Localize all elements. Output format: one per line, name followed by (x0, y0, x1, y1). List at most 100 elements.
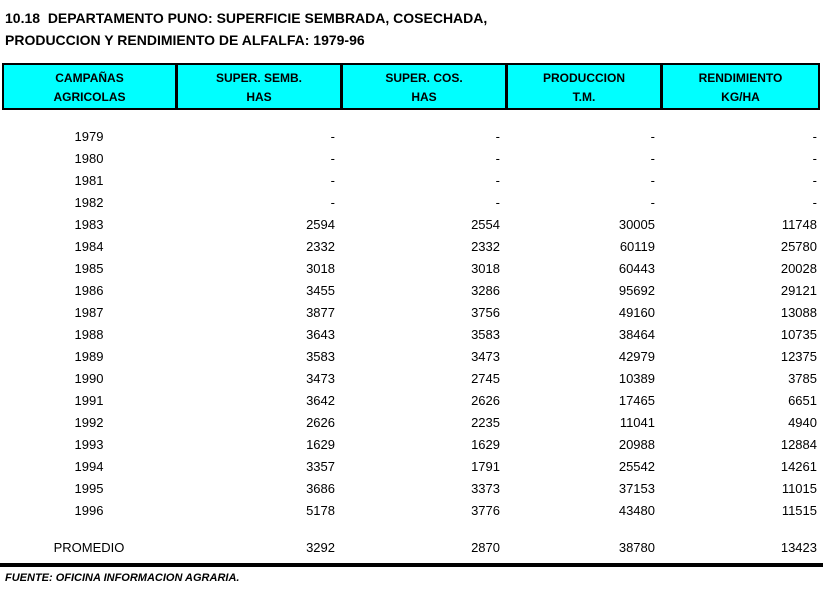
column-header-line: SUPER. SEMB. (215, 71, 302, 85)
title-line-1: 10.18 DEPARTAMENTO PUNO: SUPERFICIE SEMB… (5, 10, 488, 26)
super-semb-cell: 3877 (306, 305, 335, 320)
column-header-line: T.M. (572, 90, 596, 104)
produccion-cell: - (650, 129, 655, 144)
super-semb-cell: 2332 (306, 239, 335, 254)
column-header-line: RENDIMIENTO (698, 71, 783, 85)
table-row: 1996 5178 3776 43480 11515 (2, 500, 820, 522)
super-cos-cell: 1629 (471, 437, 500, 452)
super-semb-cell: 2594 (306, 217, 335, 232)
super-semb-cell: - (330, 195, 335, 210)
table-row: 1988 3643 3583 38464 10735 (2, 324, 820, 346)
super-cos-cell: 2235 (471, 415, 500, 430)
super-cos-cell: - (495, 129, 500, 144)
produccion-cell: 20988 (618, 437, 655, 452)
rendimiento-cell: 10735 (780, 327, 817, 342)
super-semb-cell: 3642 (306, 393, 335, 408)
rendimiento-cell: 20028 (780, 261, 817, 276)
summary-super-semb: 3292 (306, 540, 335, 555)
table-row: 1995 3686 3373 37153 11015 (2, 478, 820, 500)
super-cos-cell: 3473 (471, 349, 500, 364)
year-cell: 1985 (74, 261, 104, 276)
year-cell: 1981 (74, 173, 104, 188)
super-semb-cell: 3455 (306, 283, 335, 298)
table-row: 1980 - - - - (2, 148, 820, 170)
year-cell: 1991 (74, 393, 104, 408)
super-cos-cell: 3018 (471, 261, 500, 276)
table-row: 1989 3583 3473 42979 12375 (2, 346, 820, 368)
summary-super-cos: 2870 (471, 540, 500, 555)
table-row: 1990 3473 2745 10389 3785 (2, 368, 820, 390)
produccion-cell: - (650, 151, 655, 166)
summary-produccion: 38780 (618, 540, 655, 555)
page-title: 10.18 DEPARTAMENTO PUNO: SUPERFICIE SEMB… (5, 7, 823, 51)
year-cell: 1983 (74, 217, 104, 232)
source-note: FUENTE: OFICINA INFORMACION AGRARIA. (5, 572, 240, 584)
table-row: 1986 3455 3286 95692 29121 (2, 280, 820, 302)
super-cos-cell: - (495, 195, 500, 210)
column-header-line: HAS (246, 90, 272, 104)
column-header-line: CAMPAÑAS (55, 71, 124, 85)
rendimiento-cell: 11015 (781, 481, 817, 496)
super-semb-cell: 3686 (306, 481, 335, 496)
super-semb-cell: 2626 (306, 415, 335, 430)
produccion-cell: 17465 (618, 393, 655, 408)
table-row: 1984 2332 2332 60119 25780 (2, 236, 820, 258)
produccion-cell: 60119 (619, 239, 655, 254)
table-body: 1979 - - - - 1980 - - - - 1981 - - - - 1982 - - - - 1983 2594… (0, 126, 823, 522)
super-semb-cell: 3643 (306, 327, 335, 342)
year-cell: 1987 (74, 305, 104, 320)
super-semb-cell: 3583 (306, 349, 335, 364)
rendimiento-cell: 11515 (781, 503, 817, 518)
table-row: 1987 3877 3756 49160 13088 (2, 302, 820, 324)
table-row: 1994 3357 1791 25542 14261 (2, 456, 820, 478)
rendimiento-cell: - (812, 129, 817, 144)
year-cell: 1989 (74, 349, 104, 364)
statistical-table-page: 10.18 DEPARTAMENTO PUNO: SUPERFICIE SEMB… (0, 7, 823, 598)
rendimiento-cell: 12884 (780, 437, 817, 452)
super-semb-cell: 3357 (306, 459, 335, 474)
super-cos-cell: 3373 (471, 481, 500, 496)
column-header-rendimiento: RENDIMIENTO KG/HA (663, 65, 818, 108)
super-semb-cell: - (330, 129, 335, 144)
year-cell: 1994 (74, 459, 104, 474)
table-row: 1983 2594 2554 30005 11748 (2, 214, 820, 236)
year-cell: 1986 (74, 283, 104, 298)
super-semb-cell: 5178 (306, 503, 335, 518)
year-cell: 1992 (74, 415, 104, 430)
table-row: 1982 - - - - (2, 192, 820, 214)
year-cell: 1988 (74, 327, 104, 342)
rendimiento-cell: 12375 (780, 349, 817, 364)
column-header-line: KG/HA (721, 90, 760, 104)
title-line-2: PRODUCCION Y RENDIMIENTO DE ALFALFA: 197… (5, 32, 365, 48)
column-header-line: SUPER. COS. (385, 71, 463, 85)
super-cos-cell: 1791 (471, 459, 500, 474)
table-header: CAMPAÑAS AGRICOLAS SUPER. SEMB. HAS SUPE… (2, 63, 820, 110)
column-header-super-semb: SUPER. SEMB. HAS (178, 65, 343, 108)
super-semb-cell: 1629 (306, 437, 335, 452)
produccion-cell: 30005 (618, 217, 655, 232)
produccion-cell: - (650, 173, 655, 188)
super-semb-cell: - (330, 173, 335, 188)
produccion-cell: 60443 (618, 261, 655, 276)
summary-label: PROMEDIO (53, 540, 125, 555)
column-header-line: HAS (411, 90, 437, 104)
year-cell: 1980 (74, 151, 104, 166)
year-cell: 1995 (74, 481, 104, 496)
super-cos-cell: - (495, 151, 500, 166)
produccion-cell: 49160 (618, 305, 655, 320)
year-cell: 1990 (74, 371, 104, 386)
super-cos-cell: 2554 (471, 217, 500, 232)
rendimiento-cell: - (812, 195, 817, 210)
table-row: 1992 2626 2235 11041 4940 (2, 412, 820, 434)
column-header-campanas-agricolas: CAMPAÑAS AGRICOLAS (4, 65, 178, 108)
super-cos-cell: 3756 (471, 305, 500, 320)
super-cos-cell: - (495, 173, 500, 188)
produccion-cell: 37153 (618, 481, 655, 496)
produccion-cell: 43480 (618, 503, 655, 518)
summary-rendimiento: 13423 (780, 540, 817, 555)
column-header-line: PRODUCCION (542, 71, 625, 85)
rendimiento-cell: 11748 (781, 217, 817, 232)
produccion-cell: 38464 (618, 327, 655, 342)
rendimiento-cell: - (812, 151, 817, 166)
year-cell: 1984 (74, 239, 104, 254)
